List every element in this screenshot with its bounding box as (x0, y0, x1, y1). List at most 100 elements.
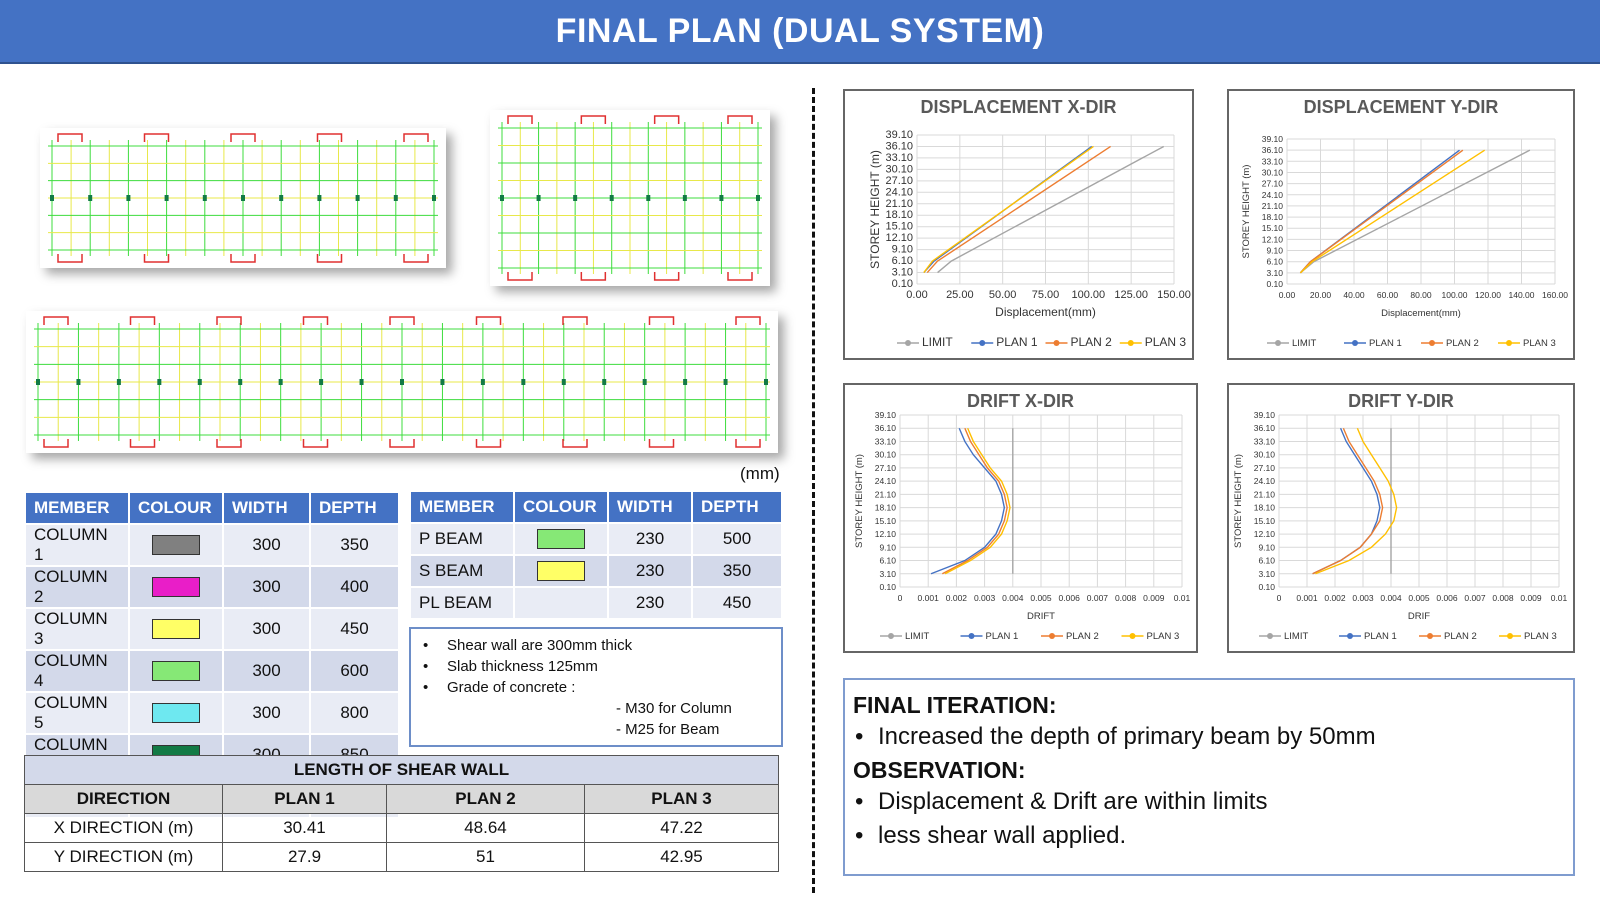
depth-value: 400 (309, 565, 400, 609)
table-row: COLUMN 5 300 800 (24, 691, 400, 735)
column-header: PLAN 3 (584, 784, 779, 814)
y-tick-label: 36.10 (1254, 423, 1276, 433)
x-tick-label: 0.00 (1279, 290, 1296, 300)
legend-label: PLAN 2 (1446, 338, 1479, 349)
observation-item: Displacement & Drift are within limits (853, 788, 1565, 816)
depth-value: 350 (309, 523, 400, 567)
x-tick-label: 125.00 (1114, 289, 1148, 301)
series-line-plan-3 (923, 145, 1094, 273)
floor-plan-2 (490, 110, 770, 286)
member-name: COLUMN 4 (24, 649, 130, 693)
y-tick-label: 9.10 (1258, 542, 1275, 552)
column-header: DEPTH (691, 490, 783, 524)
y-tick-label: 27.10 (1262, 179, 1284, 189)
member-name: COLUMN 3 (24, 607, 130, 651)
chart-title: DRIFT Y-DIR (1348, 391, 1454, 411)
y-tick-label: 12.10 (875, 529, 897, 539)
y-tick-label: 21.10 (1262, 201, 1284, 211)
x-tick-label: 0.002 (1324, 593, 1346, 603)
notes-box: Shear wall are 300mm thick Slab thicknes… (409, 627, 783, 747)
table-row: COLUMN 3 300 450 (24, 607, 400, 651)
y-tick-label: 6.10 (1258, 556, 1275, 566)
chart-displacement-y: DISPLACEMENT Y-DIR 0.00 20.00 40.00 60.00 80.… (1227, 89, 1575, 360)
note-subitem: - M25 for Beam (616, 721, 720, 738)
y-tick-label: 6.10 (879, 556, 896, 566)
x-tick-label: 0.003 (1352, 593, 1374, 603)
x-tick-label: 0.008 (1115, 593, 1137, 603)
table-row: COLUMN 4 300 600 (24, 649, 400, 693)
series-line-plan-3 (944, 427, 1011, 575)
x-tick-label: 0 (1277, 593, 1282, 603)
table-row: COLUMN 2 300 400 (24, 565, 400, 609)
depth-value: 500 (691, 522, 783, 556)
floor-plan-3 (26, 311, 778, 453)
x-tick-label: 60.00 (1377, 290, 1399, 300)
y-tick-label: 15.10 (1262, 223, 1284, 233)
depth-value: 350 (691, 554, 783, 588)
width-value: 230 (607, 522, 693, 556)
y-tick-label: 0.10 (879, 582, 896, 592)
table-row: PL BEAM 230 450 (409, 586, 783, 620)
column-header: MEMBER (409, 490, 515, 524)
y-tick-label: 3.10 (879, 569, 896, 579)
colour-swatch (152, 703, 200, 724)
column-header: COLOUR (128, 491, 224, 525)
final-heading: FINAL ITERATION: (853, 692, 1057, 718)
column-header: COLOUR (513, 490, 609, 524)
y-tick-label: 12.10 (1262, 234, 1284, 244)
colour-cell (128, 691, 224, 735)
member-name: COLUMN 2 (24, 565, 130, 609)
width-value: 230 (607, 586, 693, 620)
y-tick-label: 36.10 (875, 423, 897, 433)
x-tick-label: 40.00 (1343, 290, 1365, 300)
y-tick-label: 21.10 (885, 198, 913, 210)
table-cell: 51 (386, 842, 585, 872)
column-header: DIRECTION (24, 784, 223, 814)
x-tick-label: 160.00 (1542, 290, 1568, 300)
y-tick-label: 15.10 (885, 221, 913, 233)
member-name: COLUMN 5 (24, 691, 130, 735)
width-value: 230 (607, 554, 693, 588)
legend-label: PLAN 3 (1147, 631, 1180, 642)
column-header: PLAN 2 (386, 784, 585, 814)
y-tick-label: 0.10 (1266, 279, 1283, 289)
table-cell: 48.64 (386, 813, 585, 843)
x-tick-label: 20.00 (1310, 290, 1332, 300)
colour-swatch (537, 529, 585, 550)
y-tick-label: 39.10 (1262, 134, 1284, 144)
legend-marker (1275, 340, 1281, 346)
y-tick-label: 15.10 (875, 516, 897, 526)
y-tick-label: 12.10 (1254, 529, 1276, 539)
y-axis-label: STOREY HEIGHT (m) (1241, 165, 1252, 259)
x-tick-label: 0.008 (1492, 593, 1514, 603)
colour-swatch (152, 661, 200, 682)
y-tick-label: 27.10 (885, 175, 913, 187)
note-item: Shear wall are 300mm thick (421, 635, 771, 656)
series-line-plan-3 (1315, 427, 1398, 575)
colour-cell (513, 586, 609, 620)
legend-marker (1049, 633, 1055, 639)
colour-swatch (152, 619, 200, 640)
y-axis-label: STOREY HEIGHT (m) (854, 454, 865, 548)
series-line-plan-2 (941, 427, 1008, 575)
vertical-divider (812, 88, 815, 893)
note-item: Grade of concrete : (421, 677, 771, 698)
y-tick-label: 18.10 (885, 209, 913, 221)
chart-title: DISPLACEMENT X-DIR (920, 97, 1116, 117)
x-tick-label: 0.001 (1296, 593, 1318, 603)
width-value: 300 (222, 649, 311, 693)
y-tick-label: 33.10 (1262, 156, 1284, 166)
chart-title: DRIFT X-DIR (967, 391, 1074, 411)
table-cell: 30.41 (222, 813, 387, 843)
legend-label: PLAN 1 (996, 335, 1038, 349)
x-tick-label: 0.006 (1436, 593, 1458, 603)
x-tick-label: 0.003 (974, 593, 996, 603)
legend-marker (1267, 633, 1273, 639)
title-banner: FINAL PLAN (DUAL SYSTEM) (0, 0, 1600, 64)
table-row: S BEAM 230 350 (409, 554, 783, 588)
legend-label: PLAN 3 (1524, 631, 1557, 642)
x-tick-label: 0.00 (906, 289, 927, 301)
x-tick-label: 0.005 (1408, 593, 1430, 603)
table-cell: X DIRECTION (m) (24, 813, 223, 843)
table-row: P BEAM 230 500 (409, 522, 783, 556)
